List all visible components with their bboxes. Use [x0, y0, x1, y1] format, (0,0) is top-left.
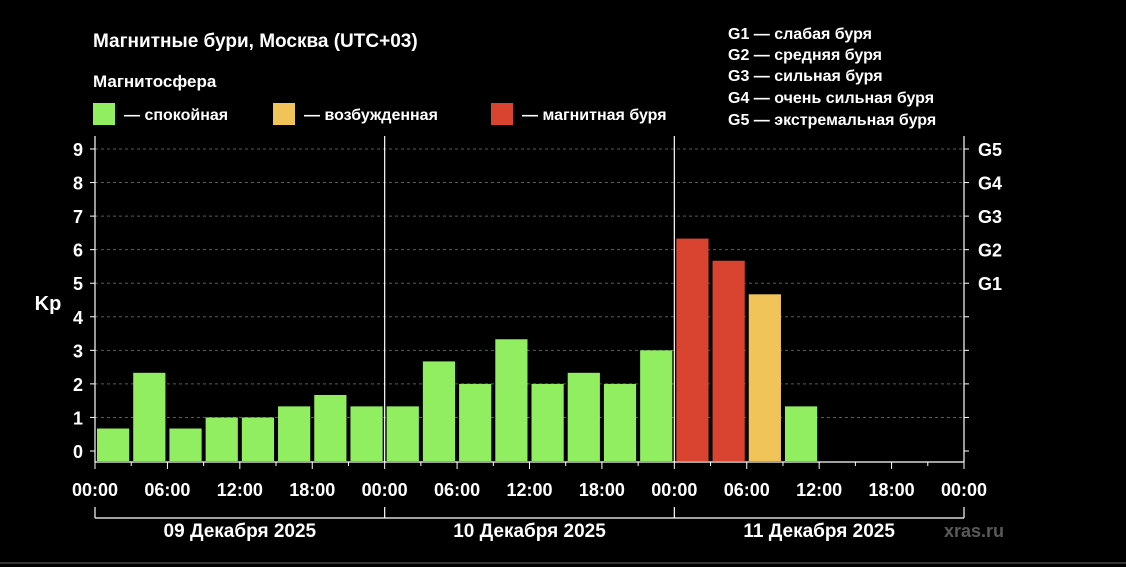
y-tick-label-7: 7 — [73, 207, 83, 227]
bar-17 — [712, 260, 745, 461]
y-tick-label-5: 5 — [73, 274, 83, 294]
bar-3 — [205, 417, 238, 461]
g-scale-item-g5: G5 — экстремальная буря — [728, 112, 936, 129]
g-scale-item-g3: G3 — сильная буря — [728, 68, 883, 85]
axes — [90, 136, 969, 519]
watermark: xras.ru — [944, 521, 1004, 541]
bar-1 — [133, 372, 166, 461]
legend-label-storm: — магнитная буря — [522, 107, 667, 124]
bar-10 — [459, 383, 492, 461]
g-scale-item-g4: G4 — очень сильная буря — [728, 90, 934, 107]
bar-16 — [676, 238, 709, 461]
x-tick-label-5: 06:00 — [434, 480, 480, 500]
bar-14 — [603, 383, 637, 461]
g-scale-item-g2: G2 — средняя буря — [728, 47, 882, 64]
right-tick-label-g2: G2 — [978, 241, 1002, 261]
x-tick-label-9: 06:00 — [724, 480, 770, 500]
tick-labels: 0 1 2 3 4 5 6 7 8 9 G1 G2 G3 G4 G5 00:00 06:00 12:00 18:00… — [72, 140, 1002, 542]
day-label-2: 11 Декабря 2025 — [743, 521, 895, 542]
bar-5 — [278, 406, 311, 461]
x-tick-label-2: 12:00 — [217, 480, 263, 500]
x-tick-label-3: 18:00 — [289, 480, 335, 500]
legend-swatch-quiet — [93, 103, 115, 125]
bars — [97, 238, 818, 461]
chart-title: Магнитные бури, Москва (UTC+03) — [93, 31, 418, 52]
x-tick-label-12: 00:00 — [941, 480, 987, 500]
x-tick-label-4: 00:00 — [362, 480, 408, 500]
y-tick-label-0: 0 — [73, 442, 83, 462]
bar-19 — [784, 406, 818, 461]
y-tick-label-1: 1 — [73, 408, 83, 428]
x-tick-label-0: 00:00 — [72, 480, 118, 500]
bar-4 — [241, 417, 275, 461]
bar-0 — [97, 428, 130, 461]
bar-18 — [748, 294, 781, 461]
bar-8 — [386, 406, 419, 461]
legend-title: Магнитосфера — [93, 72, 217, 91]
legend-label-quiet: — спокойная — [124, 107, 228, 124]
right-tick-label-g1: G1 — [978, 274, 1002, 294]
right-tick-label-g5: G5 — [978, 140, 1002, 160]
y-tick-label-3: 3 — [73, 341, 83, 361]
x-tick-label-6: 12:00 — [506, 480, 552, 500]
y-axis-label: Kp — [35, 293, 62, 315]
y-tick-label-9: 9 — [73, 140, 83, 160]
x-tick-label-11: 18:00 — [869, 480, 915, 500]
y-tick-label-2: 2 — [73, 375, 83, 395]
legend: — спокойная — возбужденная — магнитная б… — [93, 103, 667, 125]
x-tick-label-10: 12:00 — [796, 480, 842, 500]
bar-6 — [314, 394, 347, 461]
bar-12 — [531, 383, 564, 461]
bar-9 — [422, 361, 456, 461]
bar-11 — [495, 339, 528, 461]
legend-swatch-active — [273, 103, 295, 125]
x-tick-label-1: 06:00 — [144, 480, 190, 500]
legend-swatch-storm — [491, 103, 513, 125]
x-tick-label-8: 00:00 — [651, 480, 697, 500]
bar-15 — [640, 350, 673, 461]
right-tick-label-g3: G3 — [978, 207, 1002, 227]
right-tick-label-g4: G4 — [978, 174, 1002, 194]
grid — [95, 148, 964, 418]
day-label-0: 09 Декабря 2025 — [164, 521, 317, 542]
day-label-1: 10 Декабря 2025 — [453, 521, 606, 542]
x-tick-label-7: 18:00 — [579, 480, 625, 500]
bar-2 — [169, 428, 202, 461]
y-tick-label-6: 6 — [73, 241, 83, 261]
g-scale-item-g1: G1 — слабая буря — [728, 26, 872, 43]
g-scale-legend: G1 — слабая буря G2 — средняя буря G3 — … — [728, 26, 936, 129]
y-tick-label-8: 8 — [73, 174, 83, 194]
bar-7 — [350, 406, 383, 461]
bar-13 — [567, 372, 600, 461]
y-tick-label-4: 4 — [73, 308, 83, 328]
legend-label-active: — возбужденная — [304, 107, 438, 124]
